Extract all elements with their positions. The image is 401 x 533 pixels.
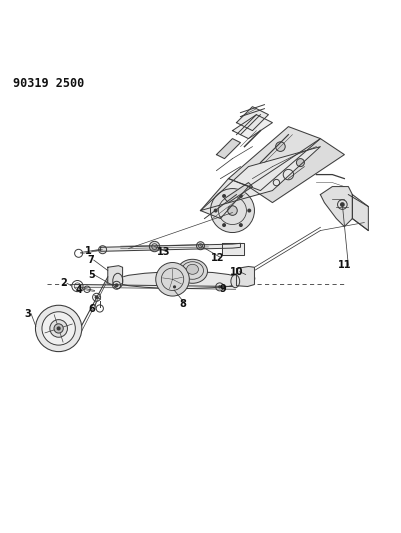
Polygon shape	[237, 107, 268, 131]
Circle shape	[156, 263, 189, 296]
Circle shape	[54, 324, 63, 333]
Polygon shape	[320, 187, 352, 227]
Circle shape	[247, 208, 251, 213]
Circle shape	[112, 279, 116, 283]
Polygon shape	[117, 272, 237, 288]
Circle shape	[99, 246, 107, 254]
Text: 7: 7	[87, 255, 94, 265]
Circle shape	[239, 194, 243, 198]
Ellipse shape	[231, 275, 240, 288]
Polygon shape	[223, 244, 245, 255]
Text: 13: 13	[157, 247, 170, 257]
Text: 90319 2500: 90319 2500	[13, 77, 84, 90]
Circle shape	[173, 285, 176, 288]
Polygon shape	[101, 244, 241, 252]
Polygon shape	[237, 266, 255, 286]
Text: 12: 12	[211, 253, 225, 263]
Circle shape	[275, 142, 285, 151]
Text: 4: 4	[75, 286, 82, 295]
Polygon shape	[352, 195, 369, 231]
Polygon shape	[200, 147, 320, 211]
Circle shape	[149, 241, 160, 252]
Polygon shape	[200, 179, 249, 219]
Text: 8: 8	[179, 300, 186, 310]
Text: 11: 11	[338, 260, 352, 270]
Polygon shape	[225, 183, 253, 203]
Polygon shape	[108, 266, 123, 285]
Text: 10: 10	[230, 266, 243, 277]
Circle shape	[57, 326, 61, 330]
Circle shape	[218, 285, 221, 288]
Circle shape	[222, 194, 226, 198]
Circle shape	[239, 223, 243, 227]
Text: 1: 1	[85, 246, 92, 256]
Ellipse shape	[113, 273, 123, 288]
Text: 3: 3	[24, 309, 31, 319]
Circle shape	[95, 295, 99, 299]
Text: 5: 5	[89, 270, 95, 280]
Ellipse shape	[186, 264, 198, 274]
Circle shape	[42, 312, 75, 345]
Polygon shape	[229, 127, 320, 191]
Circle shape	[35, 305, 82, 352]
Polygon shape	[249, 139, 344, 203]
Circle shape	[50, 320, 67, 337]
Polygon shape	[233, 115, 272, 139]
Circle shape	[228, 206, 237, 215]
Polygon shape	[75, 285, 236, 289]
Circle shape	[296, 159, 304, 167]
Polygon shape	[217, 139, 241, 159]
Text: 9: 9	[219, 284, 226, 294]
Text: 6: 6	[89, 304, 95, 314]
Circle shape	[115, 283, 119, 287]
Text: 2: 2	[61, 278, 67, 288]
Circle shape	[222, 223, 226, 227]
Circle shape	[211, 189, 255, 232]
Circle shape	[340, 202, 345, 207]
Ellipse shape	[178, 260, 207, 283]
Circle shape	[196, 242, 205, 250]
Circle shape	[244, 273, 247, 276]
Circle shape	[214, 208, 218, 213]
